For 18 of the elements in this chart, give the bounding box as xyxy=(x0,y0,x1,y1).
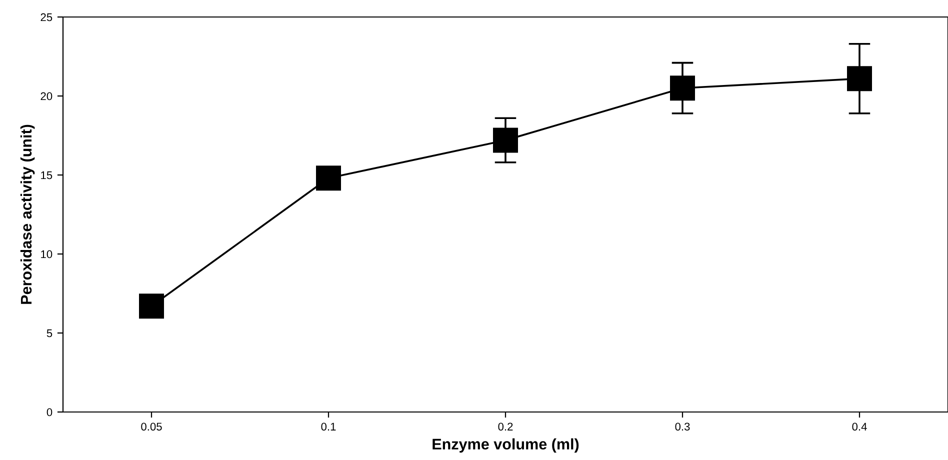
x-tick-label: 0.3 xyxy=(675,422,690,431)
x-tick-label: 0.2 xyxy=(498,422,513,431)
y-tick-label: 10 xyxy=(41,250,52,258)
x-tick-label: 0.4 xyxy=(852,422,867,431)
point xyxy=(316,166,341,191)
y-tick-label: 15 xyxy=(41,171,52,180)
point xyxy=(670,76,695,101)
x-tick-label: 0.05 xyxy=(141,422,162,431)
y-tick-label: 20 xyxy=(40,92,52,100)
y-tick-label: 0 xyxy=(46,408,52,416)
y-tick-label: 5 xyxy=(46,329,52,338)
y-axis-title: Peroxidase activity (unit) xyxy=(20,124,35,304)
x-axis-title: Enzyme volume (ml) xyxy=(432,438,579,453)
point xyxy=(493,128,518,153)
point xyxy=(139,294,164,319)
x-tick-label: 0.1 xyxy=(321,422,336,431)
y-tick-label: 25 xyxy=(40,13,52,22)
point xyxy=(847,66,872,92)
